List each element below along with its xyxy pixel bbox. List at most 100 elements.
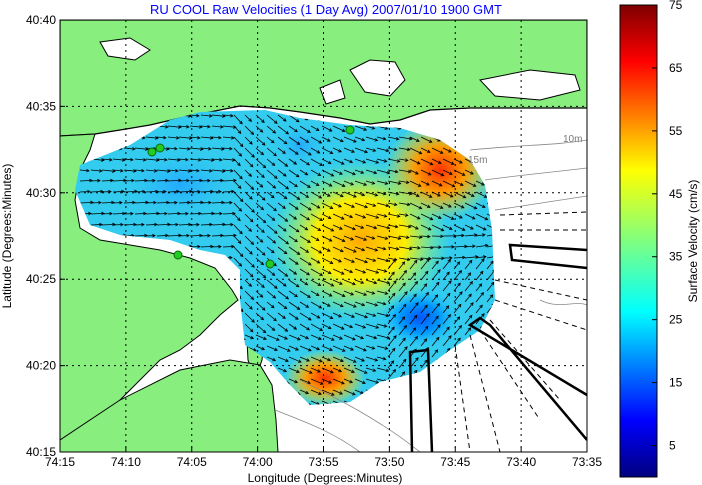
velocity-arrowhead: [352, 171, 356, 176]
velocity-arrowhead: [353, 139, 357, 143]
velocity-arrowhead: [372, 258, 377, 262]
velocity-arrowhead: [423, 338, 428, 342]
velocity-arrow: [255, 235, 263, 243]
velocity-arrow: [277, 136, 288, 144]
velocity-arrowhead: [468, 314, 473, 319]
velocity-arrow: [398, 235, 409, 239]
velocity-arrow: [101, 169, 115, 172]
velocity-arrowhead: [317, 282, 322, 286]
velocity-arrowhead: [350, 182, 355, 186]
velocity-arrow: [453, 202, 465, 209]
velocity-arrow: [343, 356, 357, 363]
velocity-arrow: [134, 201, 149, 204]
velocity-arrowhead: [273, 152, 277, 157]
velocity-arrowhead: [402, 282, 406, 287]
velocity-arrow: [310, 301, 322, 309]
velocity-arrow: [420, 313, 430, 325]
velocity-arrowhead: [328, 183, 333, 187]
velocity-arrowhead: [438, 245, 442, 249]
velocity-arrow: [398, 257, 410, 261]
velocity-arrowhead: [481, 233, 486, 237]
velocity-arrowhead: [248, 173, 252, 177]
velocity-arrow: [376, 246, 386, 250]
velocity-arrowhead: [307, 207, 312, 211]
velocity-arrow: [211, 147, 224, 150]
velocity-arrowhead: [249, 141, 253, 145]
velocity-arrowhead: [282, 205, 286, 209]
velocity-arrowhead: [384, 126, 389, 130]
velocity-arrowhead: [385, 203, 390, 208]
velocity-arrow: [145, 212, 160, 215]
velocity-arrowhead: [237, 185, 242, 189]
velocity-arrow: [420, 169, 432, 176]
velocity-arrowhead: [211, 211, 215, 216]
velocity-arrow: [343, 334, 356, 341]
velocity-arrowhead: [185, 157, 189, 162]
velocity-arrowhead: [250, 131, 255, 136]
velocity-arrow: [266, 224, 278, 234]
velocity-arrowhead: [153, 200, 157, 205]
velocity-arrow: [233, 147, 242, 157]
velocity-arrow: [431, 224, 444, 232]
velocity-arrowhead: [374, 303, 379, 307]
velocity-arrow: [354, 257, 368, 263]
velocity-arrow: [431, 315, 439, 325]
velocity-arrow: [255, 202, 264, 211]
velocity-arrow: [299, 169, 308, 176]
velocity-arrow: [134, 158, 146, 161]
velocity-arrow: [365, 279, 377, 284]
velocity-arrow: [409, 158, 421, 165]
velocity-arrow: [431, 202, 443, 209]
velocity-arrowhead: [340, 161, 345, 165]
velocity-arrow: [453, 282, 461, 292]
velocity-arrow: [343, 235, 354, 241]
velocity-arrowhead: [384, 181, 389, 185]
velocity-arrow: [409, 336, 418, 347]
velocity-arrowhead: [307, 380, 311, 384]
velocity-arrowhead: [423, 283, 428, 287]
velocity-arrowhead: [237, 130, 242, 134]
velocity-arrowhead: [231, 244, 235, 249]
velocity-arrowhead: [482, 227, 487, 231]
velocity-arrow: [354, 345, 367, 352]
velocity-arrow: [101, 158, 112, 161]
velocity-arrow: [266, 169, 278, 179]
velocity-arrow: [310, 246, 322, 254]
velocity-arrow: [310, 257, 320, 264]
velocity-arrow: [310, 224, 321, 231]
velocity-arrowhead: [251, 154, 255, 158]
velocity-arrow: [145, 224, 158, 226]
colorbar: [619, 4, 658, 478]
velocity-arrow: [365, 312, 376, 317]
velocity-arrowhead: [283, 368, 288, 373]
velocity-arrow: [354, 136, 365, 141]
velocity-arrowhead: [351, 314, 355, 318]
velocity-arrow: [398, 337, 406, 347]
velocity-arrow: [156, 223, 171, 226]
velocity-arrow: [222, 147, 232, 150]
velocity-arrowhead: [373, 335, 378, 340]
velocity-arrow: [134, 213, 147, 215]
velocity-arrowhead: [272, 295, 277, 299]
velocity-arrow: [354, 158, 366, 164]
velocity-arrowhead: [391, 271, 395, 276]
velocity-arrowhead: [467, 272, 472, 276]
velocity-arrowhead: [364, 149, 369, 154]
velocity-arrowhead: [418, 235, 423, 239]
velocity-arrowhead: [238, 153, 243, 157]
velocity-arrow: [310, 202, 320, 209]
velocity-arrow: [299, 323, 310, 331]
velocity-arrowhead: [282, 315, 286, 319]
velocity-arrow: [409, 257, 423, 260]
velocity-arrow: [299, 257, 312, 266]
velocity-arrow: [354, 301, 365, 306]
velocity-arrowhead: [261, 252, 266, 256]
velocity-arrowhead: [285, 358, 289, 362]
velocity-arrow: [431, 269, 441, 281]
velocity-arrow: [222, 234, 237, 237]
velocity-arrow: [288, 114, 300, 123]
velocity-arrowhead: [219, 211, 223, 216]
velocity-arrowhead: [327, 270, 332, 275]
velocity-arrowhead: [459, 182, 464, 186]
velocity-arrowhead: [327, 138, 331, 142]
